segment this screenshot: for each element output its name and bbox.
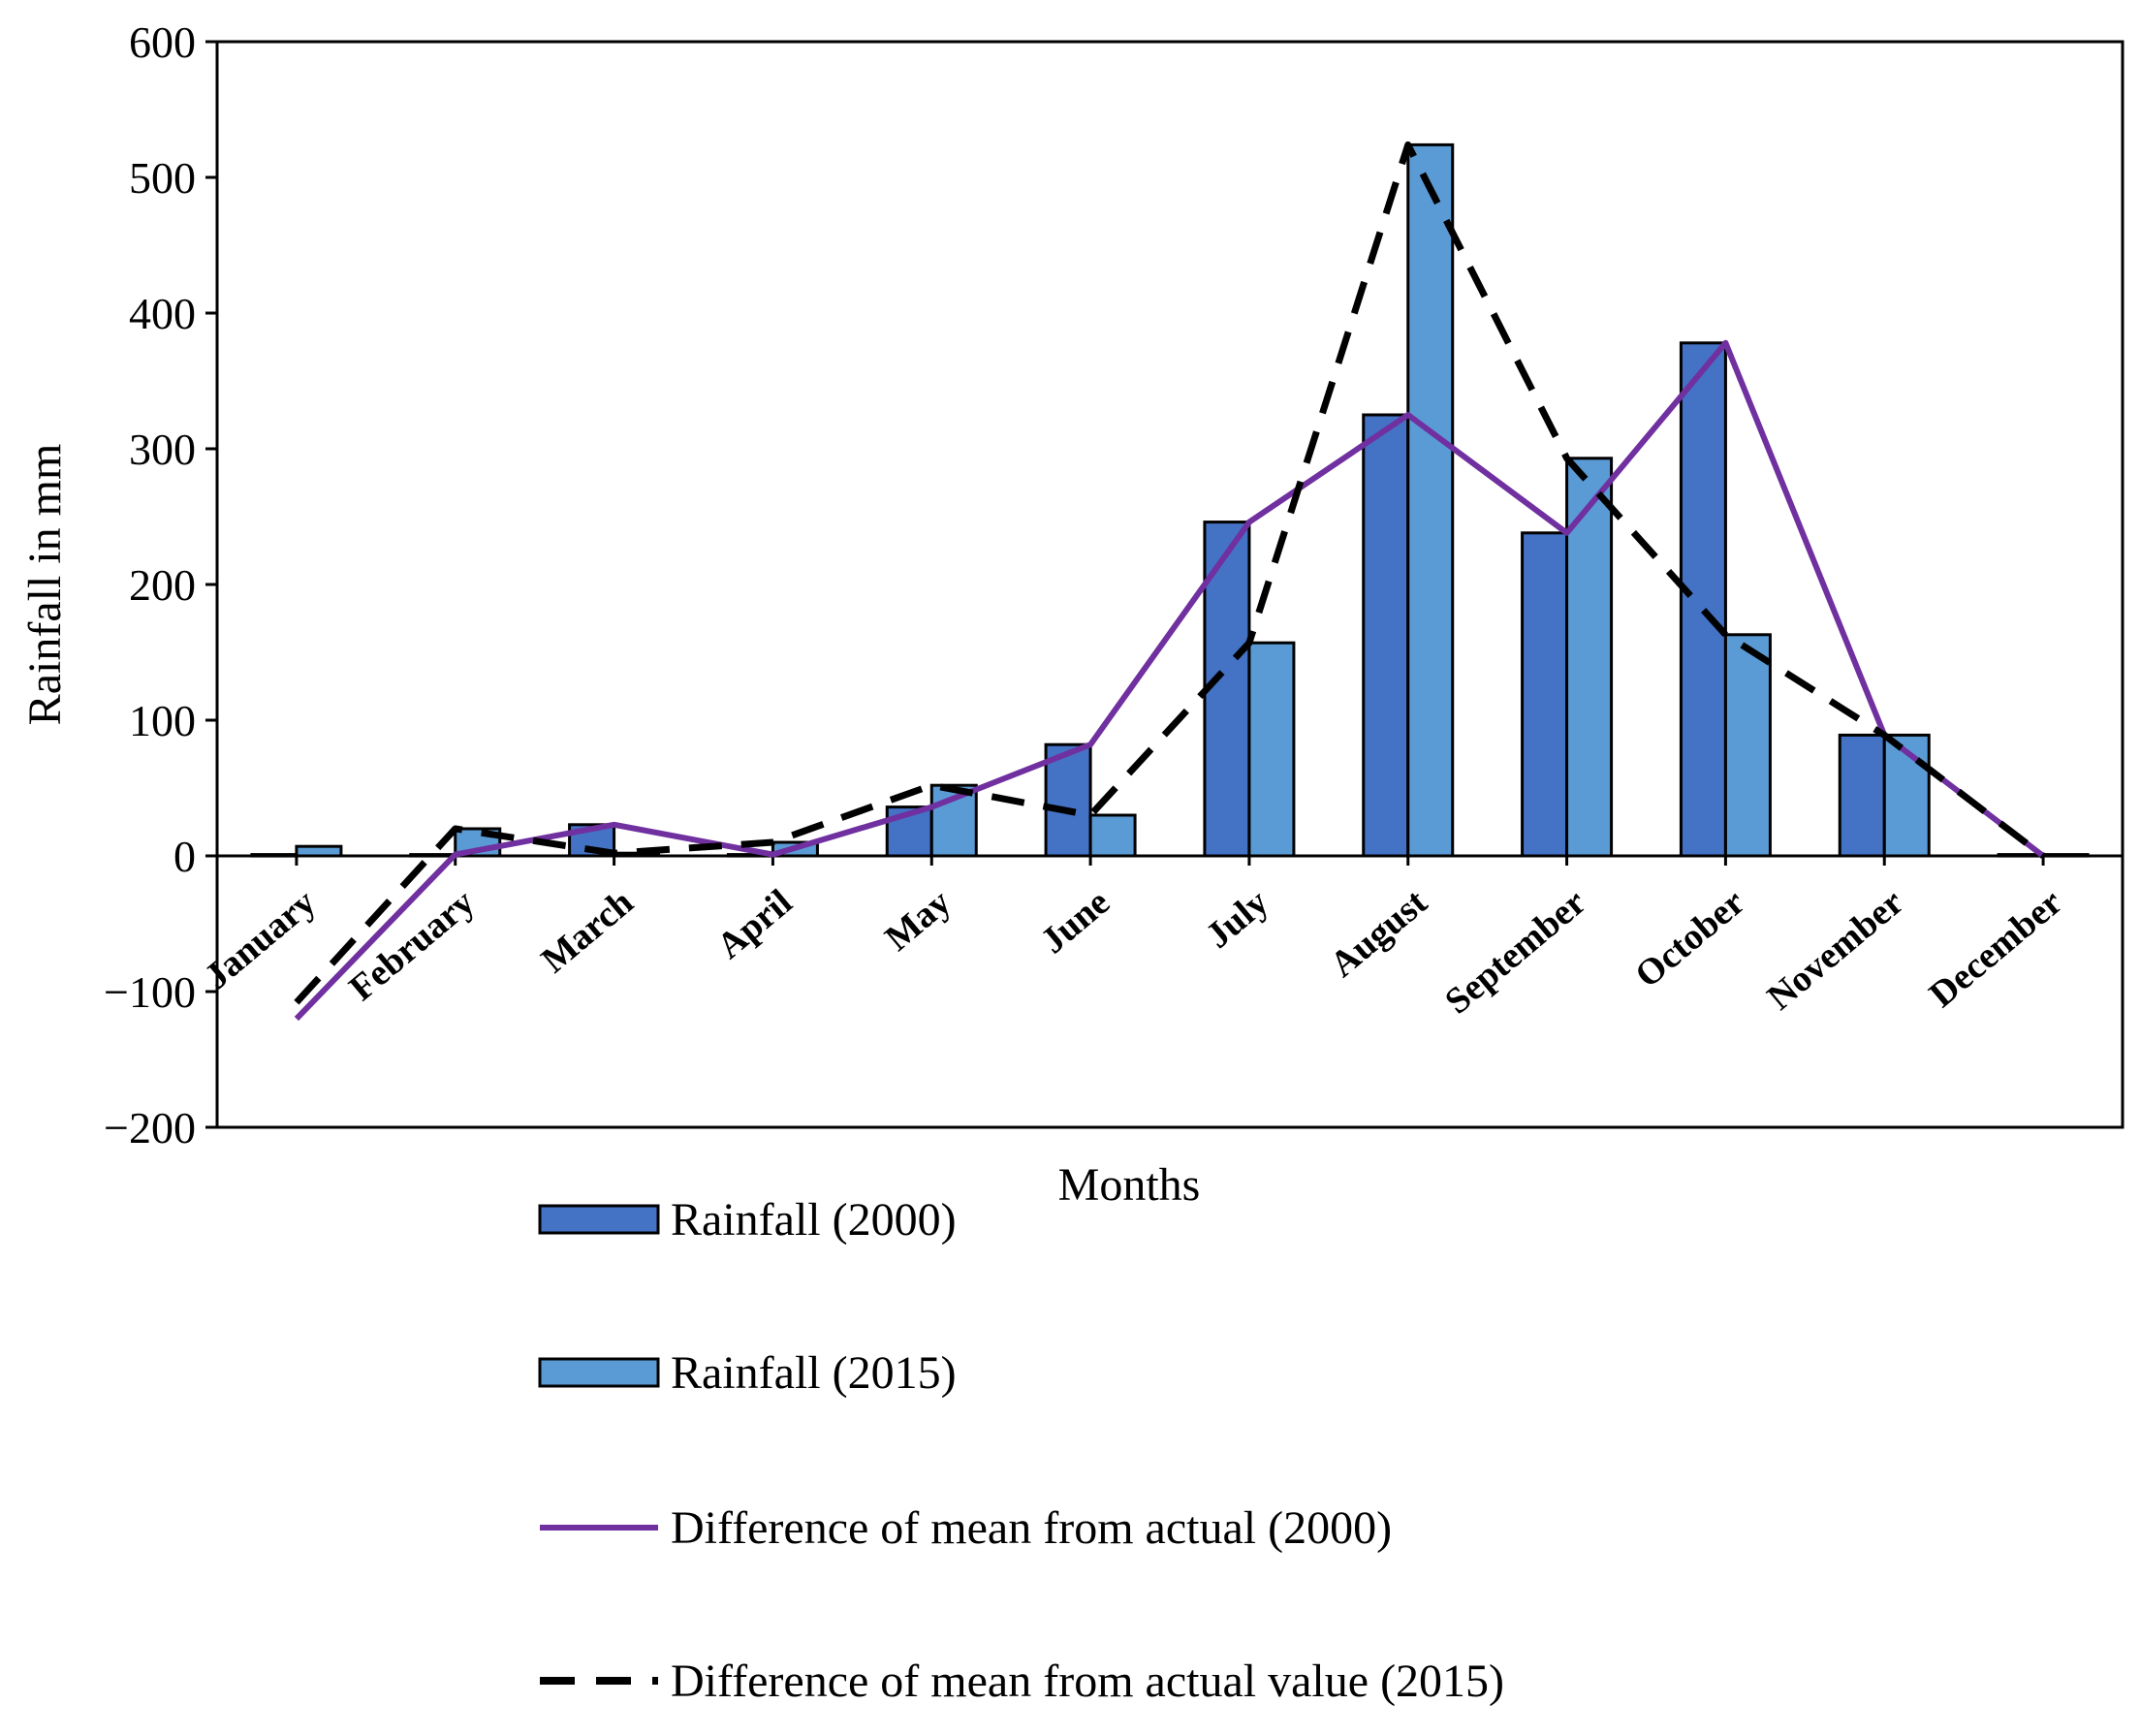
x-tick-label-july: July [1198, 882, 1275, 957]
y-tick-label: 500 [129, 153, 196, 203]
zero-line-layer [217, 854, 2123, 866]
x-tick-label-october: October [1627, 882, 1752, 996]
legend-label: Rainfall (2015) [671, 1347, 957, 1399]
line-diff-2015 [294, 141, 2046, 1005]
y-tick-label: 200 [129, 560, 196, 610]
bar-2000-june [1044, 742, 1092, 858]
legend-swatch-bar [538, 1357, 660, 1388]
line-diff-2000 [294, 339, 2045, 1022]
lines-layer [294, 141, 2046, 1022]
x-tick-label-december: December [1922, 882, 2070, 1016]
x-tick-label-april: April [709, 882, 800, 967]
bar-2015-september [1565, 457, 1614, 858]
y-tick-label: −100 [104, 967, 196, 1017]
legend-label: Difference of mean from actual value (20… [671, 1656, 1504, 1707]
x-tick-label-may: May [877, 882, 959, 960]
y-tick-label: 400 [129, 289, 196, 338]
x-axis-title: Months [1058, 1159, 1201, 1211]
bar-2015-july [1247, 641, 1296, 858]
bar-2015-june [1088, 813, 1137, 858]
bar-2000-september [1521, 531, 1569, 858]
x-tick-label-june: June [1033, 882, 1117, 962]
bar-2000-november [1838, 733, 1886, 858]
y-tick-label: 600 [129, 17, 196, 67]
x-tick-label-november: November [1760, 882, 1911, 1019]
bar-2015-october [1723, 633, 1772, 858]
x-tick-label-march: March [534, 882, 642, 981]
y-axis-title: Rainfall in mm [19, 444, 71, 726]
legend-item: Difference of mean from actual (2000) [540, 1502, 1392, 1554]
y-tick-label: 100 [129, 696, 196, 745]
x-tick-label-august: August [1323, 882, 1435, 986]
legend: Rainfall (2000) Rainfall (2015) Difference… [538, 1194, 1504, 1707]
y-tick-label: 300 [129, 425, 196, 474]
bar-2000-october [1679, 341, 1727, 858]
y-tick-label: 0 [173, 832, 196, 881]
bars-layer [250, 142, 2090, 858]
legend-swatch-bar [538, 1204, 660, 1235]
x-tick-label-september: September [1437, 882, 1593, 1023]
y-tick-label: −200 [104, 1103, 196, 1152]
legend-item: Rainfall (2015) [538, 1347, 957, 1399]
legend-label: Rainfall (2000) [671, 1194, 957, 1246]
bar-2000-august [1362, 413, 1410, 858]
bar-2015-august [1406, 142, 1455, 858]
legend-item: Difference of mean from actual value (20… [540, 1656, 1504, 1707]
plot-frame-layer [205, 40, 2124, 1129]
legend-label: Difference of mean from actual (2000) [671, 1502, 1392, 1554]
legend-item: Rainfall (2000) [538, 1194, 957, 1246]
